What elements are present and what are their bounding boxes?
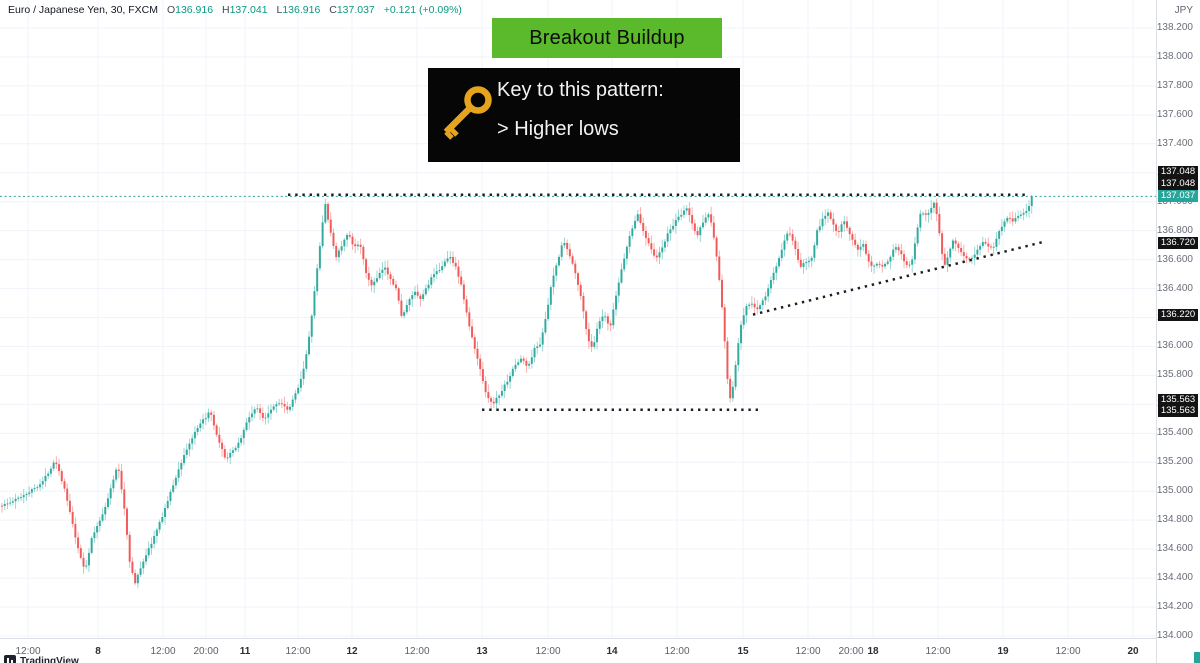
trendline-price-badge: 137.048 bbox=[1158, 166, 1198, 178]
time-tick-label: 12:00 bbox=[285, 646, 311, 657]
close-label: C bbox=[329, 4, 337, 16]
tradingview-logo-icon bbox=[4, 655, 16, 663]
time-tick-label: 11 bbox=[239, 646, 251, 657]
realtime-marker[interactable] bbox=[1194, 652, 1200, 663]
price-tick-label: 136.400 bbox=[1156, 282, 1193, 294]
time-tick-label: 8 bbox=[95, 646, 101, 657]
open-label: O bbox=[166, 4, 176, 16]
current-price-badge: 137.037 bbox=[1158, 190, 1198, 202]
price-tick-label: 138.000 bbox=[1156, 50, 1193, 62]
key-icon bbox=[443, 86, 492, 140]
banner-text: Breakout Buildup bbox=[529, 26, 685, 49]
time-tick-label: 20:00 bbox=[193, 646, 219, 657]
time-tick-label: 12:00 bbox=[15, 646, 41, 657]
symbol-title[interactable]: Euro / Japanese Yen, 30, FXCM bbox=[8, 4, 159, 16]
high-label: H bbox=[222, 4, 230, 16]
time-tick-label: 12:00 bbox=[925, 646, 951, 657]
symbol-legend: Euro / Japanese Yen, 30, FXCM O136.916 H… bbox=[8, 4, 462, 16]
time-tick-label: 13 bbox=[476, 646, 488, 657]
time-tick-label: 14 bbox=[606, 646, 618, 657]
tradingview-logo-text: TradingView bbox=[20, 655, 79, 663]
price-axis-unit: JPY bbox=[1174, 5, 1193, 16]
close-value: 137.037 bbox=[336, 4, 375, 16]
price-tick-label: 135.800 bbox=[1156, 369, 1193, 381]
low-value: 136.916 bbox=[282, 4, 321, 16]
trendline-price-badge: 135.563 bbox=[1158, 394, 1198, 406]
price-tick-label: 135.400 bbox=[1156, 427, 1193, 439]
time-tick-label: 12:00 bbox=[795, 646, 821, 657]
key-callout-line1: Key to this pattern: bbox=[497, 79, 664, 101]
price-tick-label: 134.000 bbox=[1156, 629, 1193, 641]
price-tick-label: 134.200 bbox=[1156, 601, 1193, 613]
time-axis[interactable]: 12:00 8 12:00 20:00 11 12:00 12 12:00 13 12:00 14 1… bbox=[0, 638, 1156, 663]
high-value: 137.041 bbox=[229, 4, 268, 16]
price-tick-label: 134.600 bbox=[1156, 543, 1193, 555]
trendline-price-badge: 135.563 bbox=[1158, 405, 1198, 417]
time-tick-label: 20 bbox=[1127, 646, 1139, 657]
time-tick-label: 12:00 bbox=[404, 646, 430, 657]
time-tick-label: 15 bbox=[737, 646, 749, 657]
price-axis[interactable]: JPY 138.200 138.000 137.800 137.600 137.400 1… bbox=[1156, 0, 1200, 663]
time-tick-label: 12:00 bbox=[664, 646, 690, 657]
candlestick-chart[interactable] bbox=[0, 0, 1156, 638]
low-label: L bbox=[276, 4, 283, 16]
price-tick-label: 134.400 bbox=[1156, 572, 1193, 584]
key-callout-line2: > Higher lows bbox=[497, 118, 619, 140]
trendline-price-badge: 136.720 bbox=[1158, 237, 1198, 249]
time-tick-label: 12:00 bbox=[150, 646, 176, 657]
trendline-price-badge: 137.048 bbox=[1158, 178, 1198, 190]
time-tick-label: 12:00 bbox=[1055, 646, 1081, 657]
price-tick-label: 135.200 bbox=[1156, 456, 1193, 468]
price-tick-label: 136.600 bbox=[1156, 253, 1193, 265]
price-tick-label: 137.400 bbox=[1156, 137, 1193, 149]
price-tick-label: 137.600 bbox=[1156, 108, 1193, 120]
time-tick-label: 12:00 bbox=[535, 646, 561, 657]
time-tick-label: 18 bbox=[867, 646, 879, 657]
price-tick-label: 136.000 bbox=[1156, 340, 1193, 352]
time-tick-label: 12 bbox=[346, 646, 358, 657]
breakout-banner[interactable]: Breakout Buildup bbox=[492, 18, 722, 58]
tradingview-watermark[interactable]: TradingView bbox=[4, 655, 79, 663]
price-tick-label: 138.200 bbox=[1156, 22, 1193, 33]
open-value: 136.916 bbox=[175, 4, 214, 16]
price-tick-label: 137.800 bbox=[1156, 79, 1193, 91]
time-tick-label: 19 bbox=[997, 646, 1009, 657]
change-value: +0.121 (+0.09%) bbox=[383, 4, 462, 16]
time-tick-label: 20:00 bbox=[838, 646, 864, 657]
price-tick-label: 134.800 bbox=[1156, 514, 1193, 526]
trendline-price-badge: 136.220 bbox=[1158, 309, 1198, 321]
price-tick-label: 135.000 bbox=[1156, 485, 1193, 497]
key-pattern-callout[interactable]: Key to this pattern: > Higher lows bbox=[428, 68, 740, 162]
price-tick-label: 136.800 bbox=[1156, 224, 1193, 236]
